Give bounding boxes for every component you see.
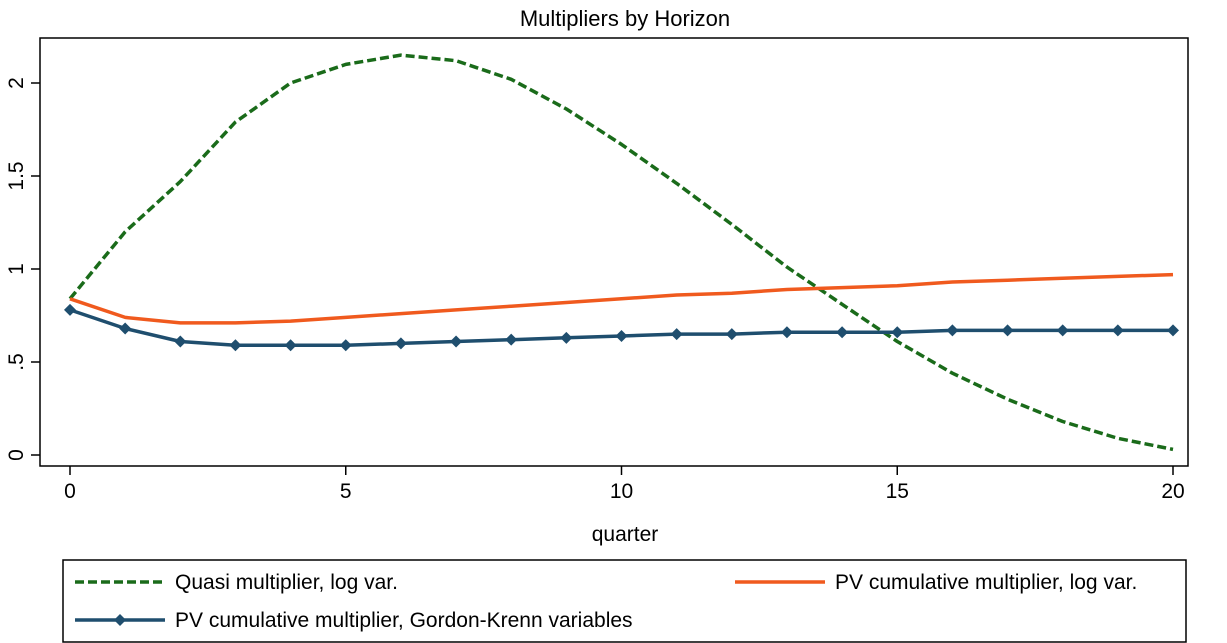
x-tick-label: 20 <box>1161 480 1184 503</box>
series-point <box>1111 324 1124 337</box>
x-tick-label: 5 <box>340 480 352 503</box>
legend-marker <box>114 614 126 626</box>
series-point <box>1001 324 1014 337</box>
plot-frame <box>39 37 1189 467</box>
series-line-2 <box>69 272 1174 325</box>
series-layer <box>64 53 1179 452</box>
y-axis: 0 .5 1 1.5 2 <box>5 77 40 461</box>
x-tick-label: 0 <box>64 480 76 503</box>
series-point <box>946 324 959 337</box>
legend-label: PV cumulative multiplier, Gordon-Krenn v… <box>175 609 633 632</box>
x-axis: 0 5 10 15 20 <box>64 466 1185 503</box>
series-point <box>891 326 904 339</box>
series-point <box>505 333 518 346</box>
series-point <box>284 339 297 352</box>
chart-title: Multipliers by Horizon <box>520 6 730 31</box>
x-axis-label: quarter <box>592 523 659 546</box>
series-line-1 <box>68 53 1174 452</box>
series-point <box>174 335 187 348</box>
series-point <box>780 326 793 339</box>
y-tick-label: 0 <box>5 449 28 461</box>
x-tick-label: 15 <box>886 480 909 503</box>
series-point <box>560 331 573 344</box>
series-point <box>670 328 683 341</box>
x-tick-label: 10 <box>610 480 633 503</box>
series-point <box>615 329 628 342</box>
series-point <box>229 339 242 352</box>
series-point <box>394 337 407 350</box>
legend: Quasi multiplier, log var. PV cumulative … <box>62 559 1187 643</box>
series-point <box>1056 324 1069 337</box>
series-point <box>119 322 132 335</box>
y-tick-label: 1.5 <box>5 161 28 190</box>
series-point <box>725 328 738 341</box>
series-point <box>450 335 463 348</box>
y-tick-label: 2 <box>5 77 28 89</box>
legend-frame <box>62 559 1187 643</box>
legend-label: PV cumulative multiplier, log var. <box>835 571 1137 594</box>
series-point <box>64 303 76 316</box>
y-tick-label: 1 <box>5 263 28 275</box>
series-point <box>339 339 352 352</box>
series-point <box>836 326 849 339</box>
series-point <box>1167 324 1179 337</box>
legend-label: Quasi multiplier, log var. <box>175 571 398 594</box>
y-tick-label: .5 <box>5 353 28 371</box>
